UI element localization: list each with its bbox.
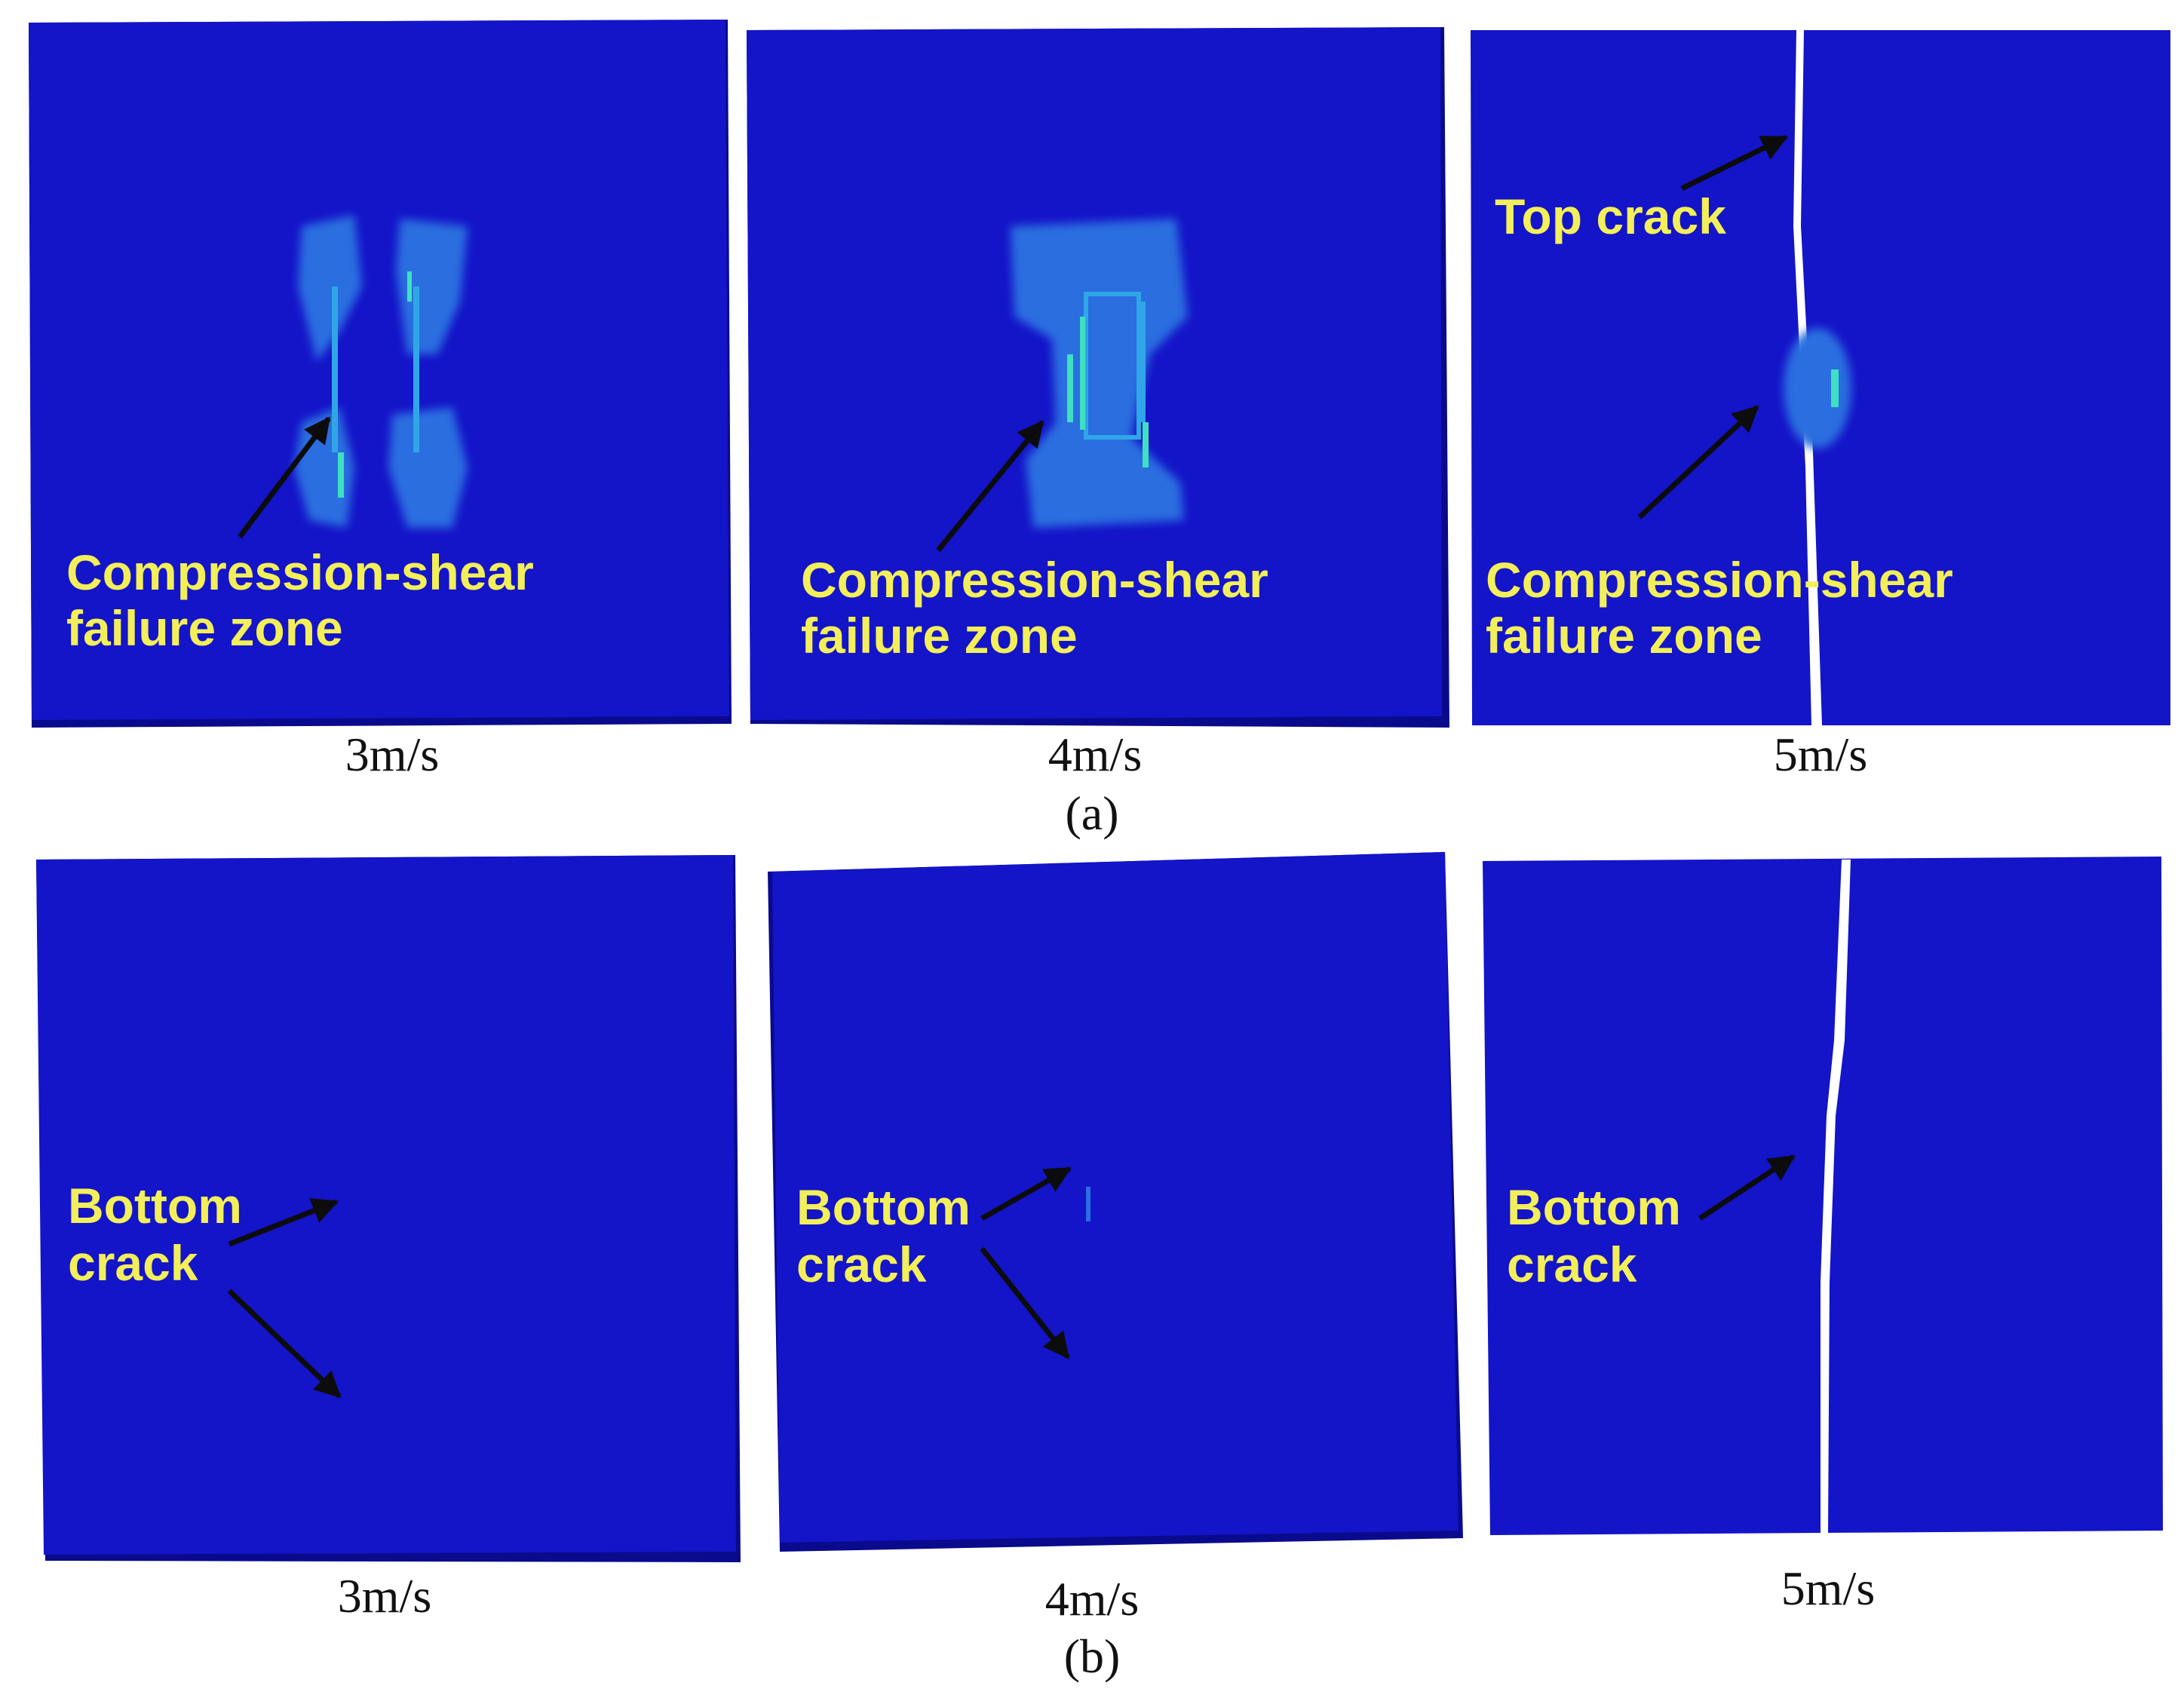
crack-b-4ms	[1086, 1187, 1090, 1221]
label-a-3ms-line1: Compression-shear	[66, 544, 534, 600]
speed-b-4ms: 4m/s	[1045, 1572, 1139, 1626]
speed-a-4ms: 4m/s	[1048, 728, 1142, 781]
damage-zone-a-4ms	[1011, 219, 1188, 528]
damage-zone-a-5ms	[1784, 328, 1851, 449]
label-b-5ms-line2: crack	[1507, 1237, 1637, 1292]
caption-b: (b)	[1064, 1629, 1121, 1683]
label-top-crack: Top crack	[1495, 188, 1726, 244]
label-b-3ms-line1: Bottom	[68, 1178, 242, 1234]
arrow-top-crack	[1680, 134, 1789, 192]
slab-b-3ms: Bottom crack 3m/s	[36, 855, 741, 1623]
arrow-b-3ms-1	[228, 1198, 339, 1247]
arrow-b-4ms-2	[980, 1246, 1070, 1359]
damage-zone-a-3ms	[294, 215, 468, 528]
label-a-4ms-line2: failure zone	[801, 608, 1078, 664]
speed-b-5ms: 5m/s	[1781, 1561, 1875, 1615]
arrow-b-4ms-1	[980, 1166, 1072, 1221]
speed-a-5ms: 5m/s	[1774, 728, 1867, 781]
arrow-b-5ms	[1698, 1154, 1796, 1221]
panel-a: Compression-shear failure zone 3m/s Comp…	[29, 20, 2170, 840]
label-a-4ms-line1: Compression-shear	[801, 552, 1268, 608]
arrow-a-5ms	[1637, 405, 1759, 519]
speed-b-3ms: 3m/s	[338, 1569, 431, 1623]
label-a-5ms-line2: failure zone	[1486, 608, 1762, 664]
slab-b-5ms: Bottom crack 5m/s	[1483, 857, 2163, 1615]
speed-a-3ms: 3m/s	[345, 728, 439, 781]
arrow-a-3ms	[238, 416, 331, 539]
label-b-5ms-line1: Bottom	[1507, 1179, 1681, 1235]
crack-b-5ms	[1821, 860, 1851, 1534]
label-a-3ms-line2: failure zone	[66, 600, 343, 656]
label-b-4ms-line2: crack	[796, 1237, 927, 1292]
slab-b-4ms: Bottom crack 4m/s	[768, 852, 1463, 1626]
arrow-a-4ms	[936, 420, 1044, 553]
label-b-3ms-line2: crack	[68, 1235, 198, 1291]
slab-a-4ms: Compression-shear failure zone 4m/s	[747, 27, 1449, 781]
slab-a-5ms: Top crack Compression-shear failure zone…	[1471, 30, 2170, 781]
slab-a-3ms: Compression-shear failure zone 3m/s	[29, 20, 732, 781]
label-a-5ms-line1: Compression-shear	[1486, 552, 1953, 608]
panel-b: Bottom crack 3m/s Bottom crack 4m/s Bott…	[36, 852, 2163, 1683]
arrow-b-3ms-2	[227, 1289, 342, 1399]
label-b-4ms-line1: Bottom	[796, 1179, 971, 1235]
caption-a: (a)	[1065, 786, 1118, 840]
